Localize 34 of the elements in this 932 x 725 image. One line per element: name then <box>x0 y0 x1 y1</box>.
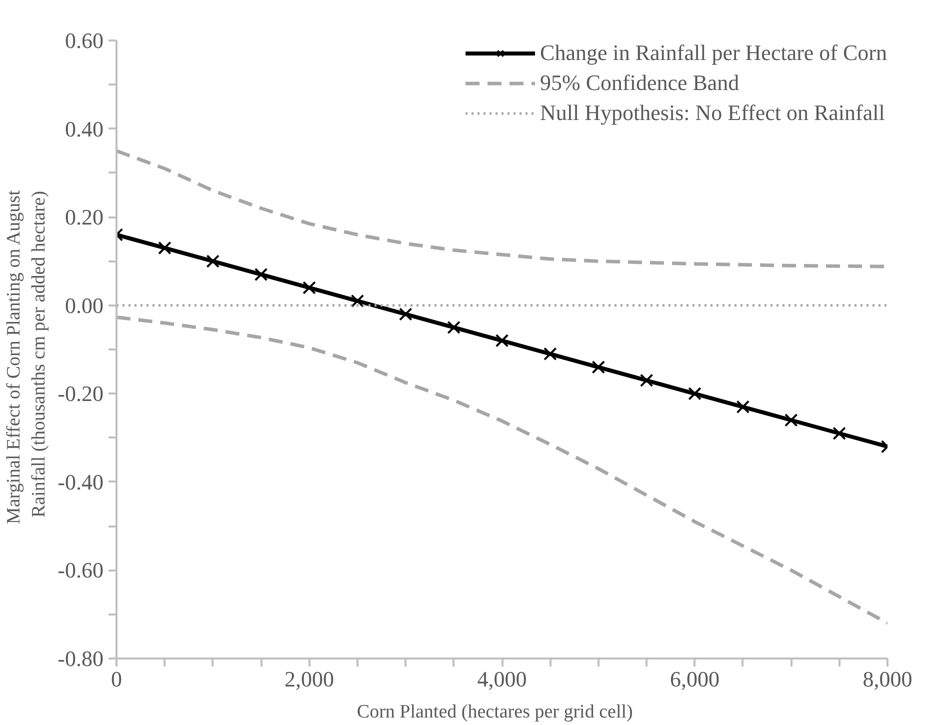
point <box>398 308 412 321</box>
x-tick-label: 0 <box>111 666 122 692</box>
point <box>736 400 750 414</box>
x-axis-title: Corn Planted (hectares per grid cell) <box>356 702 633 722</box>
point <box>254 268 268 282</box>
point <box>302 281 316 294</box>
y-tick-label: 0.00 <box>65 292 104 318</box>
y-tick-label: 0.40 <box>65 116 104 142</box>
x-tick-label: 6,000 <box>670 666 720 692</box>
point <box>832 426 846 440</box>
x-tick-label: 2,000 <box>284 666 334 692</box>
y-tick-label: 0.60 <box>65 28 104 53</box>
legend-label: Null Hypothesis: No Effect on Rainfall <box>540 100 885 126</box>
point <box>592 360 606 374</box>
line-series <box>116 316 888 625</box>
point <box>158 241 172 255</box>
point <box>495 334 509 348</box>
y-axis-title: Marginal Effect of Corn Planting on August Rainfall (thousanths cm per added hectare) <box>3 189 50 524</box>
point <box>784 413 798 427</box>
point <box>206 254 220 268</box>
y-tick-label: -0.80 <box>58 646 104 671</box>
point <box>447 320 460 334</box>
point <box>544 347 557 361</box>
y-tick-label: -0.60 <box>58 558 104 583</box>
x-tick-label: 8,000 <box>862 666 912 692</box>
legend-label: Change in Rainfall per Hectare of Corn <box>540 40 887 66</box>
point <box>640 374 654 388</box>
point <box>350 294 364 308</box>
y-tick-label: 0.20 <box>65 204 104 230</box>
legend-label: 95% Confidence Band <box>540 70 740 96</box>
y-tick-label: -0.40 <box>58 469 104 494</box>
y-tick-label: -0.20 <box>58 381 104 406</box>
x-tick-label: 4,000 <box>477 666 527 692</box>
point <box>688 386 702 400</box>
